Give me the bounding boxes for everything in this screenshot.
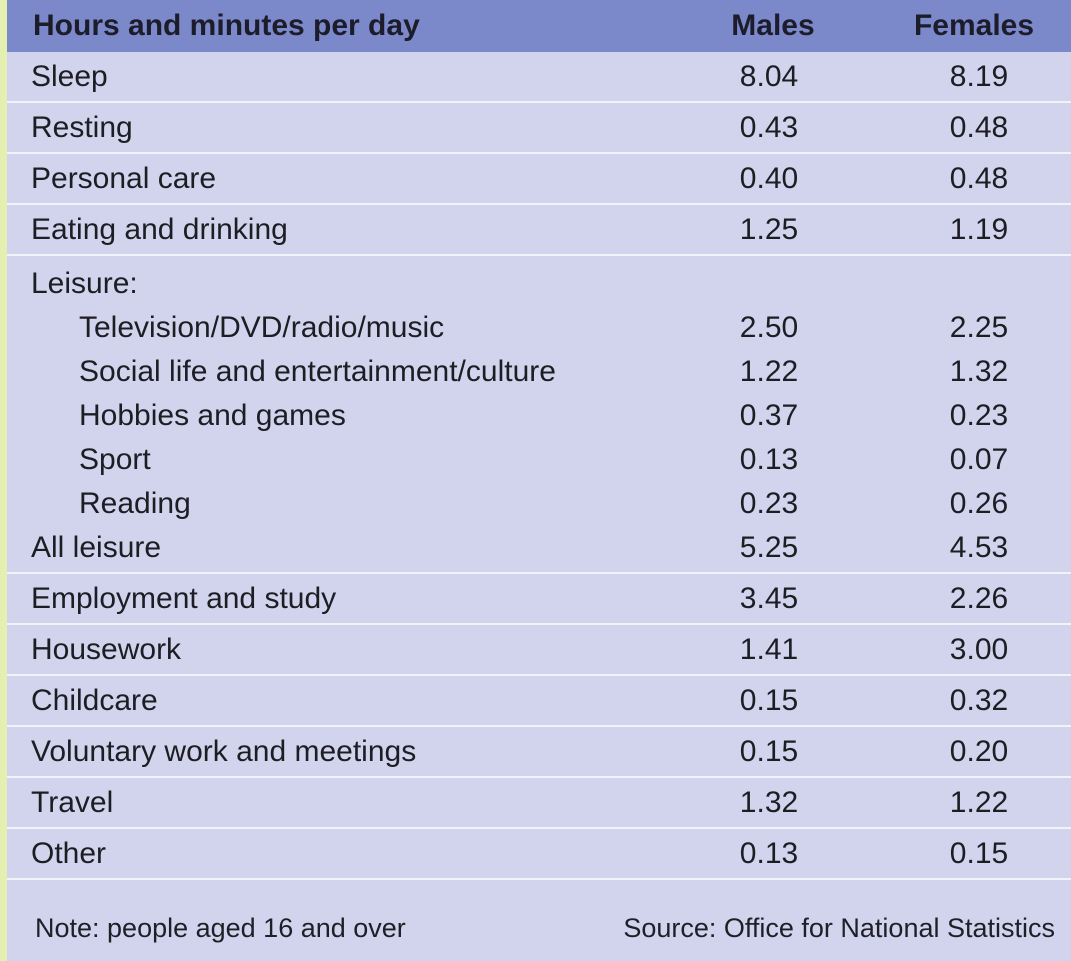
row-label: Personal care (31, 161, 217, 195)
row-label: Reading (79, 487, 191, 520)
row-males: 1.22 (739, 355, 799, 388)
row-label: Voluntary work and meetings (31, 734, 417, 768)
row-label: Eating and drinking (31, 212, 288, 246)
row-label: Television/DVD/radio/music (79, 311, 445, 344)
row-females: 0.23 (949, 399, 1009, 432)
leisure-item-row: Sport 0.13 0.07 (7, 438, 1071, 482)
row-females: 8.19 (949, 59, 1009, 93)
footnote: Note: people aged 16 and over (35, 912, 406, 943)
row-label: Hobbies and games (79, 399, 346, 432)
left-accent-strip (0, 0, 7, 961)
row-males: 8.04 (739, 59, 799, 93)
row-males: 0.23 (739, 487, 799, 520)
leisure-heading-row: Leisure: (7, 262, 1071, 306)
row-females: 2.25 (949, 311, 1009, 344)
row-females: 4.53 (949, 531, 1009, 564)
source-credit: Source: Office for National Statistics (623, 912, 1055, 943)
table-row: Childcare 0.15 0.32 (7, 676, 1071, 727)
table-row: Employment and study 3.45 2.26 (7, 574, 1071, 625)
row-label: Resting (31, 110, 133, 144)
table-footer: Note: people aged 16 and over Source: Of… (7, 895, 1071, 961)
table-row: Resting 0.43 0.48 (7, 103, 1071, 154)
leisure-item-row: Television/DVD/radio/music 2.50 2.25 (7, 306, 1071, 350)
row-females: 0.15 (949, 836, 1009, 870)
table-row: Travel 1.32 1.22 (7, 778, 1071, 829)
table-header-row: Hours and minutes per day Males Females (7, 0, 1071, 52)
row-females: 1.32 (949, 355, 1009, 388)
row-females: 3.00 (949, 632, 1009, 666)
header-category: Hours and minutes per day (33, 9, 420, 42)
table-row: Personal care 0.40 0.48 (7, 154, 1071, 205)
row-females: 1.22 (949, 785, 1009, 819)
leisure-item-row: Social life and entertainment/culture 1.… (7, 350, 1071, 394)
row-males: 0.13 (739, 443, 799, 476)
header-females: Females (913, 9, 1035, 42)
row-males: 0.43 (739, 110, 799, 144)
row-females: 0.20 (949, 734, 1009, 768)
row-males: 1.41 (739, 632, 799, 666)
row-males: 0.37 (739, 399, 799, 432)
row-males: 5.25 (739, 531, 799, 564)
row-males: 1.32 (739, 785, 799, 819)
row-label: Employment and study (31, 581, 337, 615)
row-females: 0.48 (949, 110, 1009, 144)
header-males: Males (731, 9, 815, 42)
leisure-total-row: All leisure 5.25 4.53 (7, 526, 1071, 570)
row-label: Sleep (31, 59, 108, 93)
table-row: Sleep 8.04 8.19 (7, 52, 1071, 103)
row-females: 1.19 (949, 212, 1009, 246)
row-label: Social life and entertainment/culture (79, 355, 556, 388)
table-row: Eating and drinking 1.25 1.19 (7, 205, 1071, 256)
row-label: All leisure (31, 531, 162, 564)
row-males: 1.25 (739, 212, 799, 246)
row-males: 3.45 (739, 581, 799, 615)
row-females: 0.32 (949, 683, 1009, 717)
table-row: Housework 1.41 3.00 (7, 625, 1071, 676)
row-label: Childcare (31, 683, 158, 717)
leisure-group: Leisure: Television/DVD/radio/music 2.50… (7, 256, 1071, 574)
table-row: Other 0.13 0.15 (7, 829, 1071, 880)
row-label: Travel (31, 785, 114, 819)
row-label: Sport (79, 443, 151, 476)
row-males: 0.40 (739, 161, 799, 195)
row-females: 0.07 (949, 443, 1009, 476)
row-males: 0.13 (739, 836, 799, 870)
time-use-table: Hours and minutes per day Males Females … (7, 0, 1071, 961)
row-label: Other (31, 836, 107, 870)
row-females: 0.26 (949, 487, 1009, 520)
leisure-item-row: Reading 0.23 0.26 (7, 482, 1071, 526)
row-males: 0.15 (739, 734, 799, 768)
table-row: Voluntary work and meetings 0.15 0.20 (7, 727, 1071, 778)
row-label: Housework (31, 632, 182, 666)
row-males: 2.50 (739, 311, 799, 344)
row-males: 0.15 (739, 683, 799, 717)
row-females: 0.48 (949, 161, 1009, 195)
leisure-heading: Leisure: (31, 267, 138, 300)
row-females: 2.26 (949, 581, 1009, 615)
leisure-item-row: Hobbies and games 0.37 0.23 (7, 394, 1071, 438)
